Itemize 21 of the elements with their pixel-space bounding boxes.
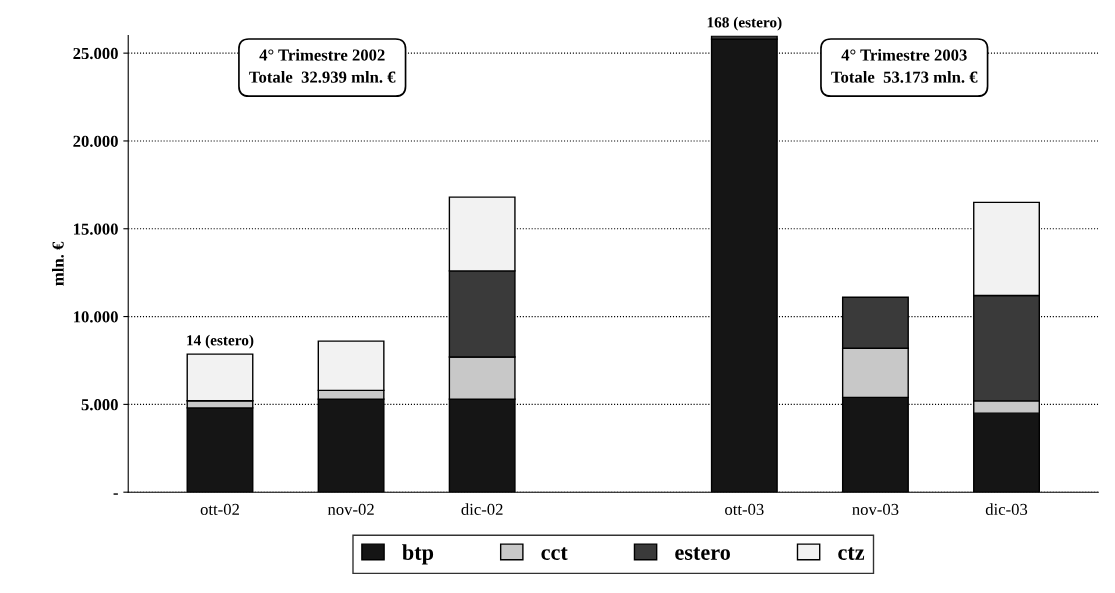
x-tick-label: nov-02 bbox=[327, 503, 374, 516]
legend-label: cct bbox=[541, 547, 568, 560]
annotation: 14 (estero) bbox=[187, 334, 254, 349]
x-tick-label: dic-02 bbox=[461, 503, 503, 516]
y-tick-label: 20.000 bbox=[73, 135, 118, 147]
x-tick-label: ott-03 bbox=[725, 503, 764, 516]
y-tick-label: 10.000 bbox=[74, 311, 118, 323]
y-tick-label: - bbox=[113, 493, 118, 495]
legend-label: btp bbox=[402, 544, 434, 565]
y-tick-label: 5.000 bbox=[81, 399, 118, 411]
annotation: 4° Trimestre 2003 Totale 53.173 mln. € bbox=[831, 48, 978, 83]
x-tick-label: nov-03 bbox=[852, 503, 899, 516]
annotation: 168 (estero) bbox=[707, 16, 782, 31]
y-axis-title: mln. € bbox=[52, 241, 64, 286]
y-tick-label: 15.000 bbox=[74, 223, 118, 235]
annotation: 4° Trimestre 2002 Totale 32.939 mln. € bbox=[249, 48, 396, 83]
y-tick-label: 25.000 bbox=[73, 47, 118, 60]
legend-label: ctz bbox=[838, 547, 865, 560]
x-tick-label: ott-02 bbox=[200, 503, 239, 516]
x-tick-label: dic-03 bbox=[985, 503, 1028, 516]
legend-label: estero bbox=[675, 547, 730, 560]
